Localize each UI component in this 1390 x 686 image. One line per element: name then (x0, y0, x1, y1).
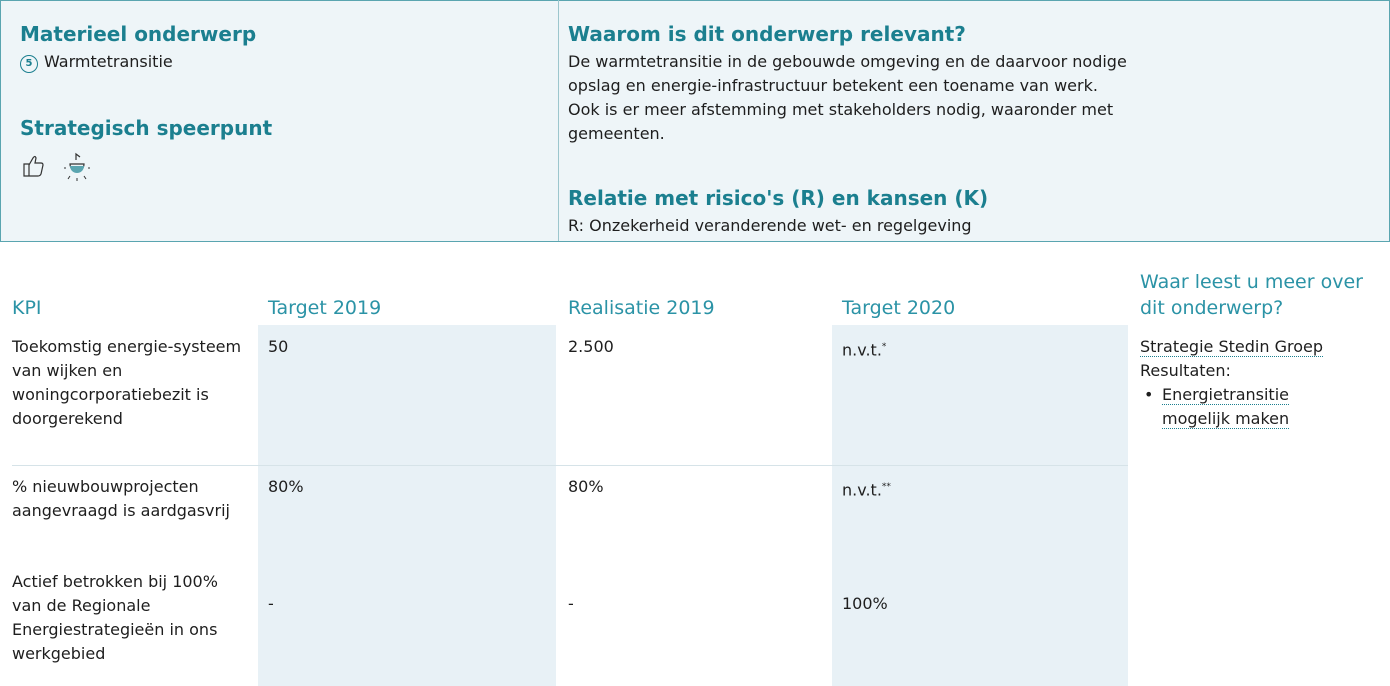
kpi-value: 80% (568, 475, 828, 499)
kpi-value: n.v.t.* (842, 335, 1122, 362)
row-divider (12, 465, 1128, 466)
cell-text: - (268, 594, 274, 613)
subject-text: Warmtetransitie (44, 52, 173, 71)
label: Resultaten: (1140, 361, 1231, 380)
cell-text: n.v.t. (842, 480, 882, 500)
cell-text: n.v.t. (842, 340, 882, 360)
left-panel: Materieel onderwerp 5 Warmtetransitie Str… (20, 22, 540, 188)
kpi-value: 80% (268, 475, 548, 499)
cell-text: Toekomstig energie-systeem van wijken en… (12, 337, 242, 428)
link[interactable]: Strategie Stedin Groep (1140, 337, 1323, 357)
cell-text: 100% (842, 594, 888, 613)
kpi-value: - (568, 592, 828, 616)
subject: 5 Warmtetransitie (20, 50, 540, 74)
kpi-name: Toekomstig energie-systeem van wijken en… (12, 335, 252, 431)
heading: Waarom is dit onderwerp relevant? (568, 22, 966, 46)
relevance-text: De warmtetransitie in de gebouwde omgevi… (568, 52, 1127, 143)
cell-text: 2.500 (568, 337, 614, 356)
bullet: • (1144, 385, 1154, 404)
kpi-value: - (268, 592, 548, 616)
subject-number: 5 (20, 55, 38, 73)
column-header: Target 2020 (842, 297, 956, 319)
kpi-value: 100% (842, 592, 1122, 616)
heading: Relatie met risico's (R) en kansen (K) (568, 186, 989, 210)
heading: Strategisch speerpunt (20, 116, 273, 140)
cell-text: 80% (268, 477, 304, 496)
column-header: KPI (12, 297, 42, 319)
kpi-value: n.v.t.** (842, 475, 1122, 502)
icons (23, 152, 90, 181)
summary-panel (0, 0, 1390, 242)
cell-text: % nieuwbouwprojecten aangevraagd is aard… (12, 477, 230, 520)
cell-text: 50 (268, 337, 289, 356)
risk-text: R: Onzekerheid veranderende wet- en rege… (568, 216, 972, 235)
cell-text: - (568, 594, 574, 613)
link[interactable]: Energietransitie mogelijk maken (1162, 385, 1290, 429)
link-row: Strategie Stedin Groep (1140, 335, 1380, 359)
heading: Materieel onderwerp (20, 22, 257, 46)
column-header: Waar leest u meer over dit onderwerp? (1140, 271, 1363, 319)
column-header: Target 2019 (268, 297, 382, 319)
kpi-value: 2.500 (568, 335, 828, 359)
right-panel: Waarom is dit onderwerp relevant? De war… (568, 22, 1378, 238)
cell-text: 80% (568, 477, 604, 496)
footnote-mark: * (881, 342, 887, 352)
kpi-name: % nieuwbouwprojecten aangevraagd is aard… (12, 475, 252, 523)
footnote-mark: ** (881, 482, 891, 492)
more-info: Strategie Stedin Groep Resultaten: • Energi… (1140, 335, 1380, 431)
column-background (258, 325, 556, 686)
column-header: Realisatie 2019 (568, 297, 715, 319)
cell-text: Actief betrokken bij 100% van de Regiona… (12, 572, 218, 663)
kpi-value: 50 (268, 335, 548, 359)
divider (558, 0, 559, 241)
column-background (832, 325, 1128, 686)
kpi-name: Actief betrokken bij 100% van de Regiona… (12, 570, 252, 666)
list-item: • Energietransitie mogelijk maken (1140, 383, 1312, 431)
